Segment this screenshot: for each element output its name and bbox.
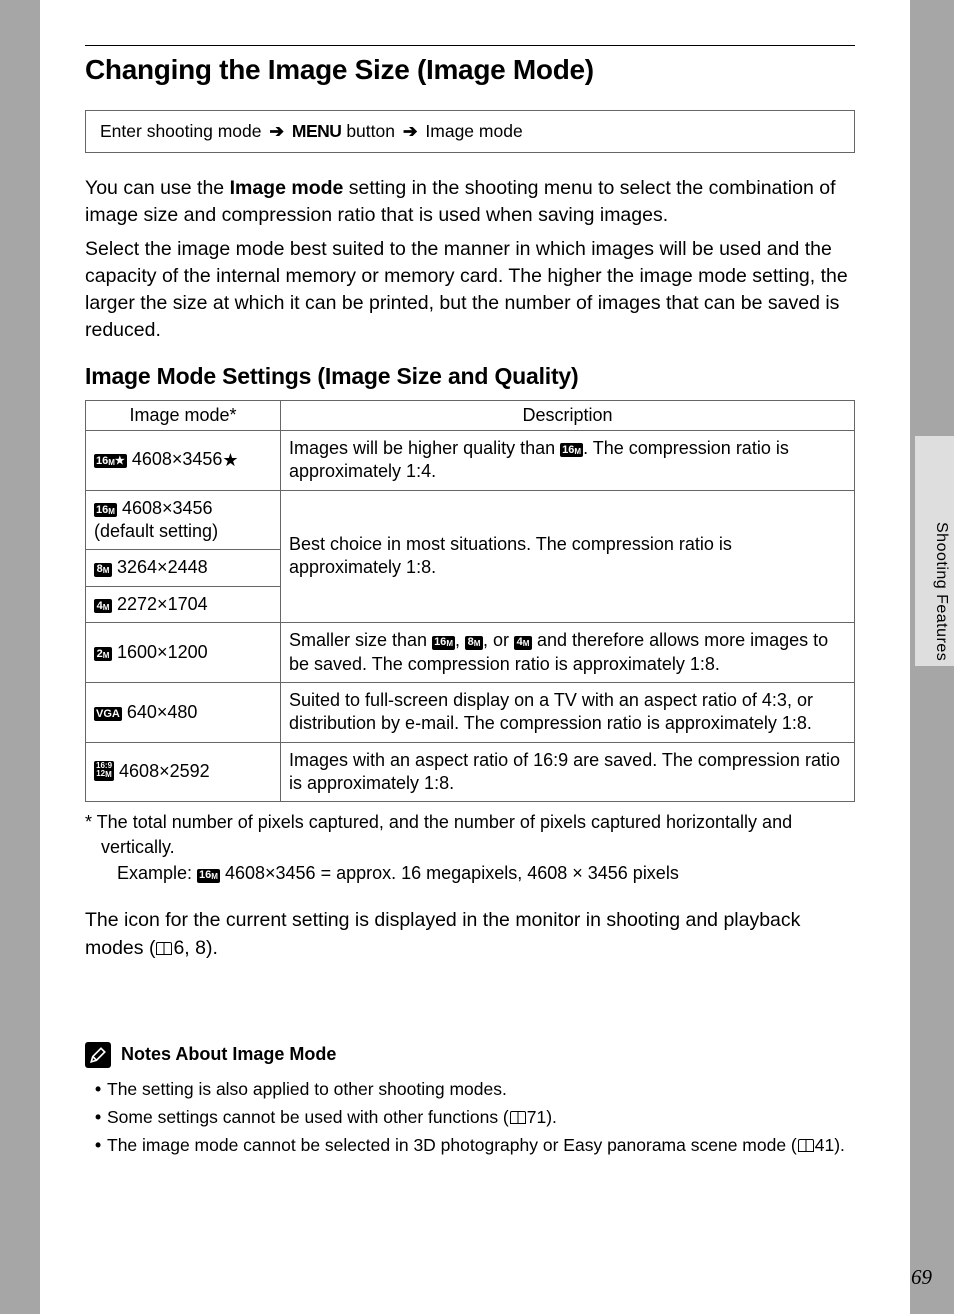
text: or xyxy=(538,1135,563,1155)
arrow-icon: ➔ xyxy=(403,121,418,141)
mode-cell: 16M 4608×3456 (default setting) xyxy=(86,490,281,550)
col-header-desc: Description xyxy=(281,400,855,430)
text: Smaller size than xyxy=(289,630,432,650)
notes-section: Notes About Image Mode The setting is al… xyxy=(85,1042,855,1159)
section-heading: Image Mode Settings (Image Size and Qual… xyxy=(85,363,855,390)
mode-icon: 16M xyxy=(197,869,220,883)
book-icon xyxy=(510,1111,526,1124)
mode-cell: 2M 1600×1200 xyxy=(86,623,281,683)
manual-page: Changing the Image Size (Image Mode) Ent… xyxy=(40,0,910,1314)
mode-icon: 4M xyxy=(514,636,532,650)
text: Example: xyxy=(117,863,197,883)
text: 6, 8). xyxy=(173,937,217,959)
top-rule xyxy=(85,45,855,46)
navigation-path-box: Enter shooting mode ➔ MENU button ➔ Imag… xyxy=(85,110,855,153)
text: You can use the xyxy=(85,177,230,199)
menu-button-label: MENU xyxy=(292,121,342,141)
mode-cell: 16:912M 4608×2592 xyxy=(86,742,281,802)
notes-header: Notes About Image Mode xyxy=(85,1042,855,1068)
mode-cell: 8M 3264×2448 xyxy=(86,550,281,586)
table-footnote: * The total number of pixels captured, a… xyxy=(85,810,855,885)
mode-resolution: 3264×2448 xyxy=(117,557,208,577)
text: scene mode ( xyxy=(686,1135,797,1155)
text: * The total number of pixels captured, a… xyxy=(85,812,792,856)
table-row: 16M 4608×3456 (default setting) Best cho… xyxy=(86,490,855,550)
text: Images will be higher quality than xyxy=(289,438,560,458)
mode-resolution: 4608×3456 xyxy=(132,449,223,469)
nav-step-2: button xyxy=(346,121,395,141)
col-header-mode: Image mode* xyxy=(86,400,281,430)
text: The image mode cannot be selected in xyxy=(107,1135,413,1155)
text: 41). xyxy=(815,1135,845,1155)
mode-icon: 16:912M xyxy=(94,761,114,781)
mode-icon: 2M xyxy=(94,647,112,661)
bold-text: 4608×3456 xyxy=(220,863,316,883)
mode-icon: 8M xyxy=(465,636,483,650)
mode-icon: VGA xyxy=(94,707,122,721)
table-row: 16M★ 4608×3456★ Images will be higher qu… xyxy=(86,430,855,490)
note-item: The setting is also applied to other sho… xyxy=(95,1076,855,1102)
table-row: 2M 1600×1200 Smaller size than 16M, 8M, … xyxy=(86,623,855,683)
table-header-row: Image mode* Description xyxy=(86,400,855,430)
notes-title: Notes About Image Mode xyxy=(121,1044,336,1065)
note-item: Some settings cannot be used with other … xyxy=(95,1104,855,1130)
nav-step-1: Enter shooting mode xyxy=(100,121,262,141)
desc-cell: Suited to full-screen display on a TV wi… xyxy=(281,682,855,742)
book-icon xyxy=(798,1139,814,1152)
notes-list: The setting is also applied to other sho… xyxy=(85,1076,855,1159)
mode-icon: 8M xyxy=(94,563,112,577)
text: = approx. 16 megapixels, 4608 × 3456 pix… xyxy=(316,863,679,883)
nav-step-3: Image mode xyxy=(425,121,522,141)
intro-paragraph-1: You can use the Image mode setting in th… xyxy=(85,175,855,230)
desc-cell: Images with an aspect ratio of 16:9 are … xyxy=(281,742,855,802)
arrow-icon: ➔ xyxy=(269,121,284,141)
mode-resolution: 4608×3456 xyxy=(122,498,213,518)
table-row: 16:912M 4608×2592 Images with an aspect … xyxy=(86,742,855,802)
star-icon: ★ xyxy=(222,450,238,470)
page-title: Changing the Image Size (Image Mode) xyxy=(85,54,855,86)
image-mode-table: Image mode* Description 16M★ 4608×3456★ … xyxy=(85,400,855,803)
mode-cell: 16M★ 4608×3456★ xyxy=(86,430,281,490)
mode-icon: 16M★ xyxy=(94,454,127,468)
bold-text: Easy panorama xyxy=(563,1135,686,1155)
mode-cell: VGA 640×480 xyxy=(86,682,281,742)
default-label: (default setting) xyxy=(94,521,218,541)
mode-resolution: 2272×1704 xyxy=(117,594,208,614)
desc-cell: Best choice in most situations. The comp… xyxy=(281,490,855,623)
mode-icon: 16M xyxy=(560,443,583,457)
mode-resolution: 640×480 xyxy=(127,702,198,722)
mode-resolution: 4608×2592 xyxy=(119,761,210,781)
note-item: The image mode cannot be selected in 3D … xyxy=(95,1132,855,1158)
footnote-example: Example: 16M 4608×3456 = approx. 16 mega… xyxy=(101,861,855,885)
mode-icon: 16M xyxy=(94,503,117,517)
intro-paragraph-2: Select the image mode best suited to the… xyxy=(85,236,855,345)
table-row: VGA 640×480 Suited to full-screen displa… xyxy=(86,682,855,742)
page-number: 69 xyxy=(911,1265,932,1290)
mode-icon: 16M xyxy=(432,636,455,650)
bold-text: 3D photography xyxy=(413,1135,538,1155)
mode-icon: 4M xyxy=(94,599,112,613)
section-label: Shooting Features xyxy=(932,522,950,661)
paragraph-current-setting: The icon for the current setting is disp… xyxy=(85,907,855,962)
text: 71). xyxy=(527,1107,557,1127)
pencil-icon xyxy=(85,1042,111,1068)
desc-cell: Images will be higher quality than 16M. … xyxy=(281,430,855,490)
mode-resolution: 1600×1200 xyxy=(117,642,208,662)
book-icon xyxy=(156,942,172,955)
text: Some settings cannot be used with other … xyxy=(107,1107,509,1127)
desc-cell: Smaller size than 16M, 8M, or 4M and the… xyxy=(281,623,855,683)
bold-text: Image mode xyxy=(230,177,344,199)
mode-cell: 4M 2272×1704 xyxy=(86,586,281,622)
